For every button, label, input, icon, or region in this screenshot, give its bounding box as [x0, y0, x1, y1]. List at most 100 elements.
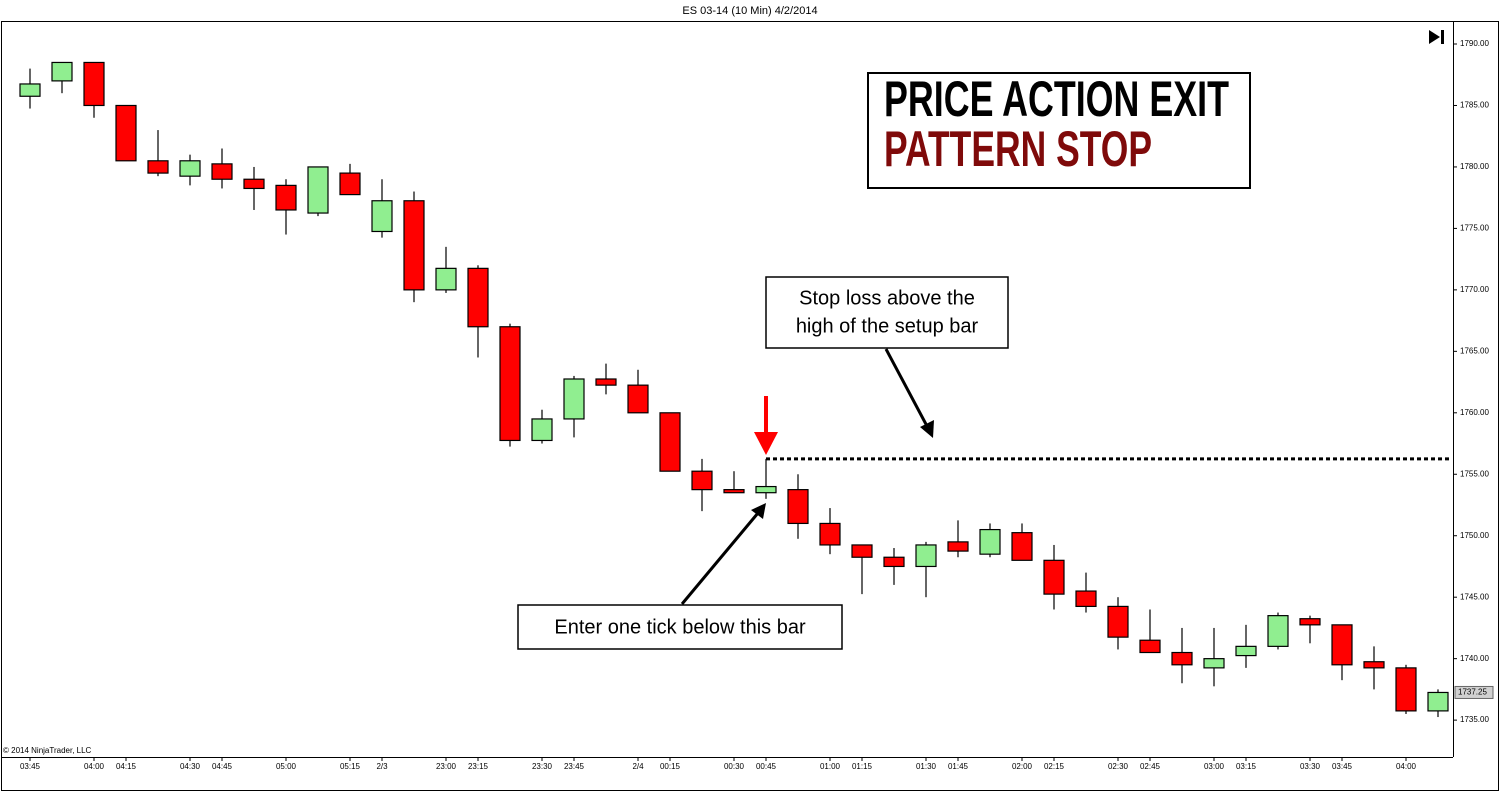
y-tick-label: 1765.00: [1460, 346, 1489, 355]
callout-box: [517, 604, 843, 650]
candle-body: [403, 200, 425, 291]
candle-body: [1267, 615, 1289, 647]
red-arrow-head: [754, 432, 778, 455]
chart-title: ES 03-14 (10 Min) 4/2/2014: [682, 5, 817, 17]
copyright: © 2014 NinjaTrader, LLC: [3, 746, 92, 755]
y-tick-label: 1750.00: [1460, 531, 1489, 540]
x-tick-label: 02:30: [1108, 762, 1129, 771]
x-tick-label: 23:15: [468, 762, 489, 771]
x-tick-label: 05:15: [340, 762, 361, 771]
candle-body: [147, 160, 169, 174]
y-tick-label: 1760.00: [1460, 408, 1489, 417]
candle-body: [467, 267, 489, 328]
candle-body: [243, 178, 265, 190]
candle-body: [659, 412, 681, 472]
candle-body: [723, 489, 745, 494]
candle-body: [1107, 605, 1129, 638]
candle-body: [1139, 639, 1161, 654]
candle-body: [691, 470, 713, 491]
candle-body: [915, 544, 937, 568]
x-tick-label: 23:00: [436, 762, 457, 771]
plot-area: 1735.00 1740.00 1745.00 1750.00 1755.00 1760.…: [19, 39, 1489, 771]
candle-body: [275, 184, 297, 211]
x-tick-label: 01:15: [852, 762, 873, 771]
candle-body: [499, 326, 521, 442]
y-tick-label: 1740.00: [1460, 654, 1489, 663]
x-tick-label: 03:30: [1300, 762, 1321, 771]
x-tick-label: 02:15: [1044, 762, 1065, 771]
x-tick-label: 05:00: [276, 762, 297, 771]
x-tick-label: 00:15: [660, 762, 681, 771]
candle-body: [1171, 651, 1193, 666]
callout-arrow: [884, 348, 930, 429]
candle-body: [1203, 658, 1225, 669]
candle-body: [755, 485, 777, 494]
x-tick-label: 2/4: [632, 762, 644, 771]
candle-body: [851, 544, 873, 558]
candle-body: [563, 378, 585, 420]
x-tick-label: 04:00: [84, 762, 105, 771]
x-tick-label: 03:00: [1204, 762, 1225, 771]
candle-body: [1299, 618, 1321, 626]
x-tick-label: 23:30: [532, 762, 553, 771]
y-tick-label: 1755.00: [1460, 469, 1489, 478]
arrow-head: [920, 420, 934, 438]
x-tick-label: 04:00: [1396, 762, 1417, 771]
callout-text: Stop loss above the: [799, 287, 975, 309]
x-tick-label: 04:30: [180, 762, 201, 771]
x-tick-label: 01:30: [916, 762, 937, 771]
callout-box: [765, 276, 1009, 349]
candle-body: [1331, 624, 1353, 666]
candle-body: [883, 556, 905, 568]
y-tick-label: 1780.00: [1460, 162, 1489, 171]
x-tick-label: 03:45: [20, 762, 41, 771]
candle-body: [1363, 661, 1385, 669]
candle-body: [83, 61, 105, 107]
candle-body: [51, 61, 73, 82]
callout-text: high of the setup bar: [796, 315, 979, 337]
candle-body: [435, 267, 457, 291]
candle-body: [19, 83, 41, 97]
candle-body: [1011, 532, 1033, 561]
y-tick-label: 1770.00: [1460, 285, 1489, 294]
x-tick-label: 01:00: [820, 762, 841, 771]
x-tick-label: 03:15: [1236, 762, 1257, 771]
candle-body: [1235, 645, 1257, 657]
candle-body: [979, 528, 1001, 555]
setup-marker: [754, 396, 778, 455]
scroll-end-icon[interactable]: [1429, 30, 1444, 44]
x-tick-label: 2/3: [376, 762, 388, 771]
candle-body: [531, 418, 553, 442]
headline-box: PRICE ACTION EXIT PATTERN STOP: [867, 71, 1251, 189]
candle-body: [211, 163, 233, 180]
candle-body: [1075, 590, 1097, 608]
candle-body: [595, 378, 617, 386]
callout-text: Enter one tick below this bar: [554, 616, 806, 638]
y-tick-label: 1775.00: [1460, 224, 1489, 233]
candle-body: [1043, 559, 1065, 595]
candle-body: [371, 200, 393, 233]
x-tick-label: 00:30: [724, 762, 745, 771]
y-tick-label: 1790.00: [1460, 39, 1489, 48]
candle-body: [179, 160, 201, 177]
candle-body: [1395, 667, 1417, 712]
x-tick-label: 04:15: [116, 762, 137, 771]
candle-body: [787, 489, 809, 525]
callout-arrow: [680, 512, 760, 605]
x-tick-label: 02:45: [1140, 762, 1161, 771]
candle-body: [1427, 691, 1449, 712]
x-tick-label: 01:45: [948, 762, 969, 771]
play-icon[interactable]: [1429, 30, 1440, 44]
chart-frame: [1, 21, 1499, 791]
candle-body: [819, 522, 841, 546]
headline-frame: [867, 72, 1251, 189]
x-tick-label: 04:45: [212, 762, 233, 771]
stop-callout: Stop loss above the high of the setup ba…: [765, 276, 1009, 438]
end-bar-icon[interactable]: [1441, 30, 1444, 44]
arrow-head: [751, 503, 766, 519]
entry-callout: Enter one tick below this bar: [517, 503, 843, 650]
x-tick-label: 00:45: [756, 762, 777, 771]
candle-body: [947, 541, 969, 552]
